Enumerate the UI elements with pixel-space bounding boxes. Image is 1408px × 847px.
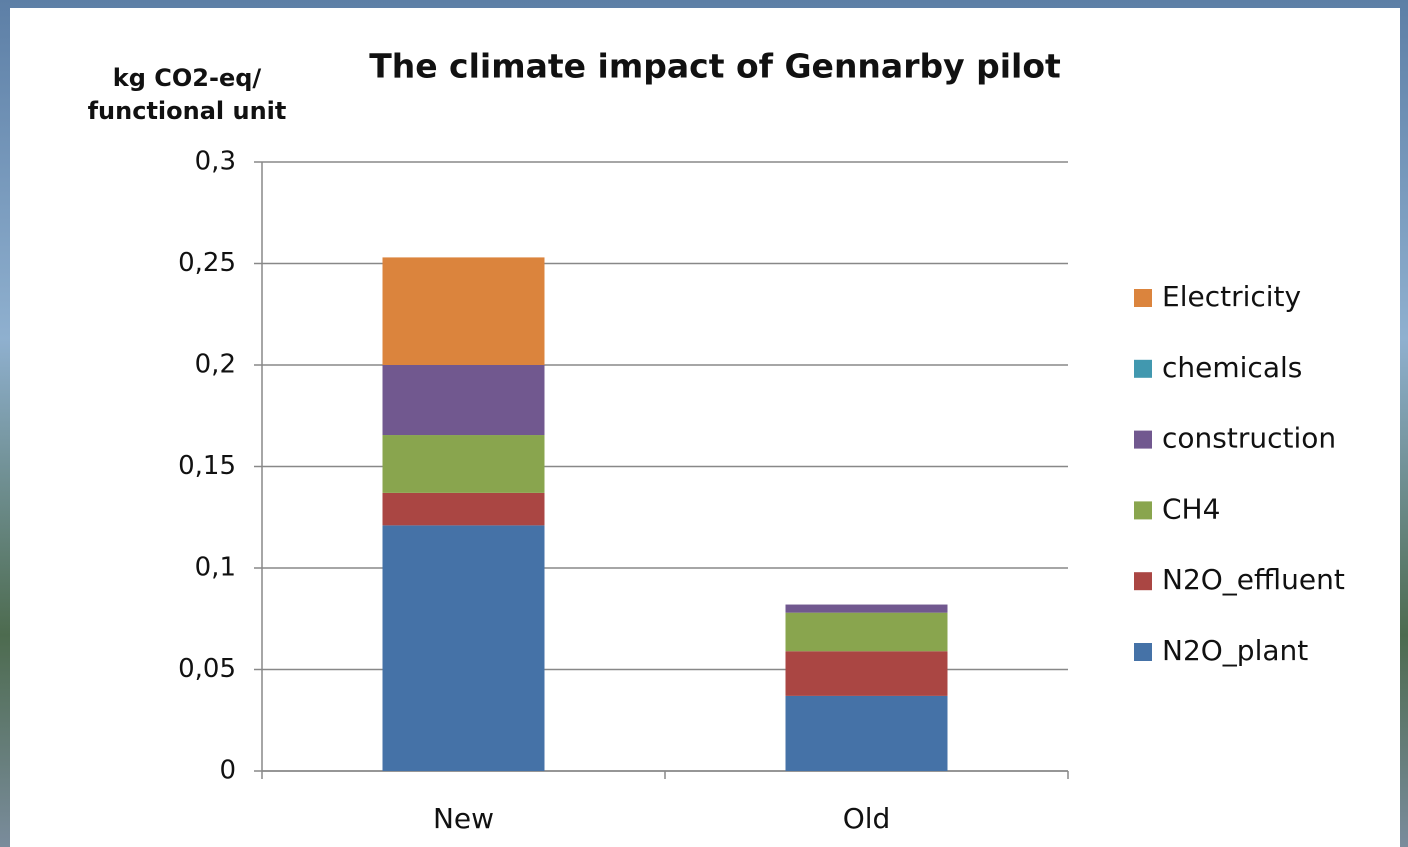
legend-label: N2O_effluent bbox=[1162, 563, 1345, 596]
legend-swatch bbox=[1134, 289, 1152, 307]
x-tick-label: New bbox=[433, 802, 494, 835]
x-tick-label: Old bbox=[843, 802, 891, 835]
bar-segment bbox=[382, 435, 545, 493]
legend-label: construction bbox=[1162, 422, 1336, 455]
legend-swatch bbox=[1134, 643, 1152, 661]
bar-segment bbox=[382, 525, 545, 771]
legend-label: CH4 bbox=[1162, 492, 1220, 525]
bar-segment bbox=[785, 612, 948, 652]
y-tick-label: 0,1 bbox=[195, 553, 236, 583]
y-tick-label: 0 bbox=[219, 756, 236, 786]
y-tick-label: 0,25 bbox=[178, 248, 236, 278]
bar-segment bbox=[382, 492, 545, 526]
legend-swatch bbox=[1134, 501, 1152, 520]
legend-label: N2O_plant bbox=[1162, 634, 1308, 667]
y-axis-label: kg CO2-eq/ functional unit bbox=[87, 64, 287, 125]
y-tick-label: 0,15 bbox=[178, 451, 236, 481]
y-tick-label: 0,2 bbox=[195, 350, 236, 380]
legend-label: Electricity bbox=[1162, 280, 1301, 313]
legend-label: chemicals bbox=[1162, 351, 1302, 384]
bar-segment bbox=[785, 695, 948, 771]
legend-swatch bbox=[1134, 430, 1152, 449]
legend-swatch bbox=[1134, 572, 1152, 591]
bar-segment bbox=[785, 604, 948, 613]
y-tick-label: 0,3 bbox=[195, 147, 236, 177]
bar-segment bbox=[382, 365, 545, 436]
bar-segment bbox=[785, 651, 948, 696]
chart-title: The climate impact of Gennarby pilot bbox=[369, 47, 1061, 86]
bar-segment bbox=[382, 257, 545, 365]
legend-swatch bbox=[1134, 359, 1152, 378]
chart-panel bbox=[10, 8, 1400, 847]
y-tick-label: 0,05 bbox=[178, 654, 236, 684]
